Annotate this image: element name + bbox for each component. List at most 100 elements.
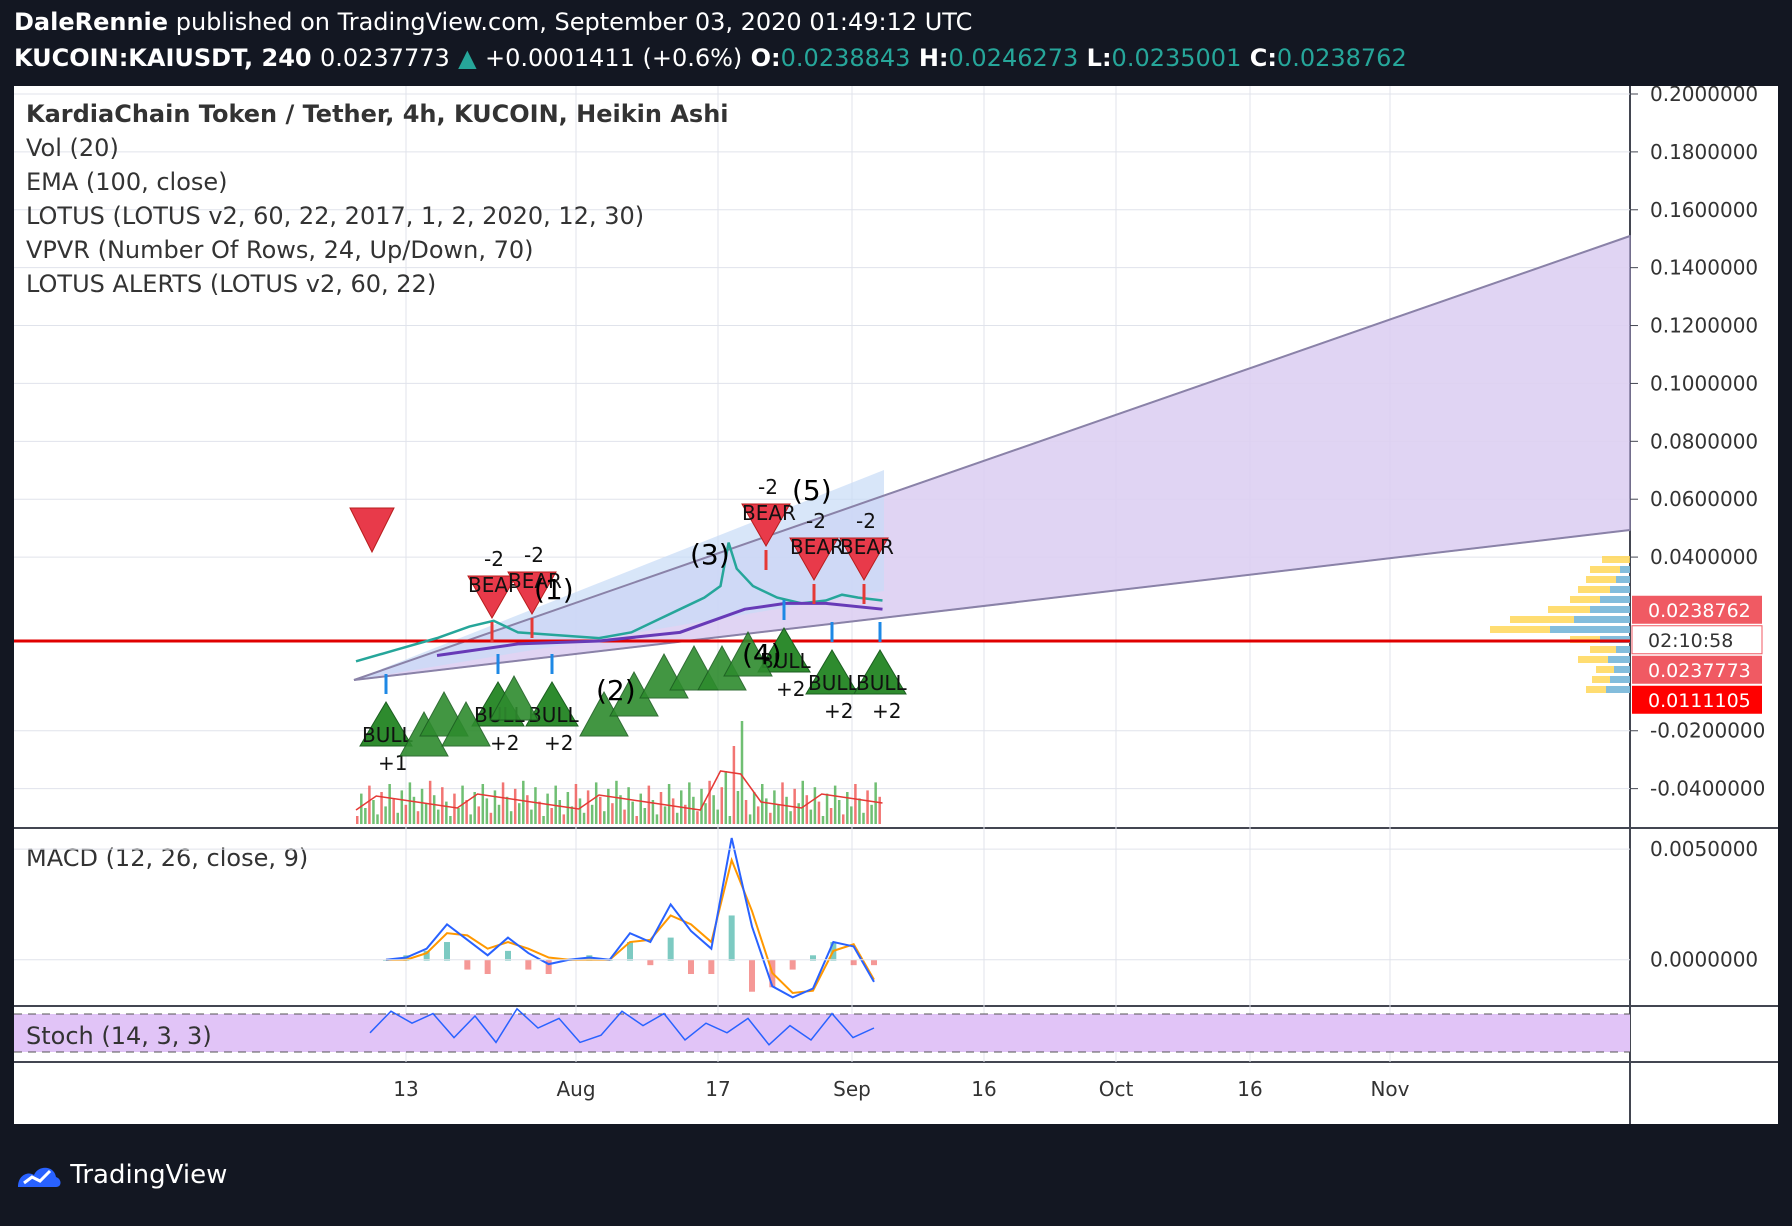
volume-bar bbox=[388, 784, 391, 824]
bull-signal-label: BULL bbox=[362, 723, 414, 747]
volume-bar bbox=[509, 811, 513, 824]
macd-label[interactable]: MACD (12, 26, close, 9) bbox=[26, 844, 308, 872]
high-value: 0.0246273 bbox=[948, 44, 1079, 72]
macd-hist-bar bbox=[484, 959, 491, 975]
low-value: 0.0235001 bbox=[1111, 44, 1242, 72]
legend-item-lotus-alerts[interactable]: LOTUS ALERTS (LOTUS v2, 60, 22) bbox=[26, 270, 436, 298]
bull-signal-label: BULL bbox=[528, 703, 580, 727]
volume-bar bbox=[364, 808, 367, 824]
volume-bar bbox=[449, 816, 452, 824]
bull-signal-icon bbox=[359, 701, 413, 747]
bear-signal-score: -2 bbox=[524, 543, 544, 567]
price-tags: 0.0238762 02:10:58 0.0237773 0.0111105 bbox=[1631, 595, 1763, 714]
price-axis-ticks[interactable]: 0.2000000 0.1800000 0.1600000 0.1400000 0.12… bbox=[1630, 82, 1765, 801]
volume-bar bbox=[392, 798, 395, 824]
bear-signal-icon bbox=[467, 575, 517, 620]
volume-bars bbox=[356, 721, 881, 824]
volume-bar bbox=[671, 798, 675, 824]
volume-bar bbox=[627, 787, 630, 824]
volume-bar bbox=[485, 798, 489, 824]
volume-bar bbox=[696, 811, 699, 824]
ohlc-line: KUCOIN:KAIUSDT, 240 0.0237773 ▲ +0.00014… bbox=[14, 44, 1407, 72]
vpvr-bar-up bbox=[1590, 566, 1630, 573]
volume-bar bbox=[360, 793, 363, 824]
volume-bar bbox=[720, 787, 723, 824]
bull-signal-score: +2 bbox=[776, 677, 805, 701]
time-tick-label: 16 bbox=[1237, 1077, 1262, 1101]
wave-label-5: (5) bbox=[792, 474, 832, 507]
macd-hist-bar bbox=[749, 959, 755, 992]
open-label: O: bbox=[750, 44, 781, 72]
volume-bar bbox=[651, 800, 655, 824]
time-tick-label: Sep bbox=[833, 1077, 871, 1101]
bull-signal-score: +2 bbox=[824, 699, 853, 723]
volume-bar bbox=[842, 814, 845, 824]
vpvr-bar-up bbox=[1578, 586, 1630, 593]
volume-bar bbox=[534, 787, 537, 824]
volume-bar bbox=[752, 792, 756, 824]
macd-hist-bar bbox=[505, 950, 511, 961]
macd-hist-bar bbox=[810, 955, 816, 961]
legend-item-vpvr[interactable]: VPVR (Number Of Rows, 24, Up/Down, 70) bbox=[26, 236, 534, 264]
volume-bar bbox=[465, 800, 468, 824]
legend-item-ema[interactable]: EMA (100, close) bbox=[26, 168, 228, 196]
bear-signal-icon bbox=[789, 537, 839, 582]
volume-bar bbox=[530, 809, 533, 824]
volume-bar bbox=[501, 782, 505, 824]
bull-marker-icon bbox=[441, 700, 491, 747]
volume-bar bbox=[663, 806, 667, 824]
bull-marker-icon bbox=[489, 674, 539, 721]
wedge-lower-line[interactable] bbox=[353, 529, 1631, 681]
volume-bar bbox=[789, 811, 792, 824]
legend-item-lotus[interactable]: LOTUS (LOTUS v2, 60, 22, 2017, 1, 2, 202… bbox=[26, 202, 644, 230]
bear-marker-icon bbox=[349, 507, 395, 554]
volume-bar bbox=[477, 806, 480, 824]
volume-bar bbox=[756, 806, 760, 824]
volume-bar bbox=[416, 811, 420, 824]
vpvr-bar-up bbox=[1578, 656, 1630, 663]
bull-signal-icon bbox=[805, 649, 859, 695]
tradingview-logo-icon bbox=[18, 1167, 61, 1187]
volume-bar bbox=[639, 793, 642, 824]
close-value: 0.0238762 bbox=[1276, 44, 1407, 72]
chart-area[interactable]: BULL+1BULL+2BULL+2BULL+2BULL+2BULL+2BEAR… bbox=[14, 82, 1778, 1124]
time-axis-ticks[interactable]: 13 Aug 17 Sep 16 Oct 16 Nov bbox=[393, 1077, 1409, 1101]
volume-profile bbox=[1490, 556, 1630, 693]
macd-tick-label: 0.0000000 bbox=[1650, 948, 1758, 972]
macd-hist-bar bbox=[708, 959, 715, 975]
volume-bar bbox=[817, 801, 821, 824]
macd-hist-bar bbox=[871, 959, 877, 966]
bear-signal-label: BEAR bbox=[508, 569, 562, 593]
vpvr-bar-down bbox=[1610, 676, 1630, 683]
volume-bar bbox=[428, 780, 432, 824]
author-name[interactable]: DaleRennie bbox=[14, 8, 169, 36]
bear-signal-icon bbox=[839, 537, 889, 582]
volume-bar bbox=[858, 798, 861, 824]
volume-ma-line bbox=[355, 770, 883, 811]
volume-bar bbox=[809, 809, 813, 824]
wave-label-2: (2) bbox=[596, 674, 636, 707]
volume-bar bbox=[481, 784, 485, 824]
volume-bar bbox=[542, 816, 545, 824]
bull-signal-icon bbox=[525, 681, 579, 727]
volume-bar bbox=[489, 812, 493, 824]
wedge-upper-line[interactable] bbox=[353, 235, 1631, 681]
vpvr-bar-down bbox=[1616, 646, 1630, 653]
footer-brand[interactable]: TradingView bbox=[14, 1160, 227, 1191]
legend-item-vol[interactable]: Vol (20) bbox=[26, 134, 119, 162]
volume-bar bbox=[732, 746, 736, 824]
price-tick-label: -0.0200000 bbox=[1650, 719, 1765, 743]
volume-bar bbox=[716, 809, 719, 824]
macd-axis-ticks: 0.0050000 0.0000000 bbox=[14, 837, 1758, 972]
chart-canvas[interactable]: BULL+1BULL+2BULL+2BULL+2BULL+2BULL+2BEAR… bbox=[14, 82, 1778, 1124]
publish-info: published on TradingView.com, September … bbox=[175, 8, 973, 36]
volume-bar bbox=[805, 795, 809, 824]
stoch-label[interactable]: Stoch (14, 3, 3) bbox=[26, 1022, 212, 1050]
time-tick-label: Aug bbox=[556, 1077, 595, 1101]
vpvr-bar-up bbox=[1596, 666, 1630, 673]
publish-line: DaleRennie published on TradingView.com,… bbox=[14, 8, 972, 36]
time-tick-label: 13 bbox=[393, 1077, 418, 1101]
volume-bar bbox=[688, 782, 691, 824]
volume-bar bbox=[635, 816, 638, 824]
price-tick-label: 0.1600000 bbox=[1650, 198, 1758, 222]
